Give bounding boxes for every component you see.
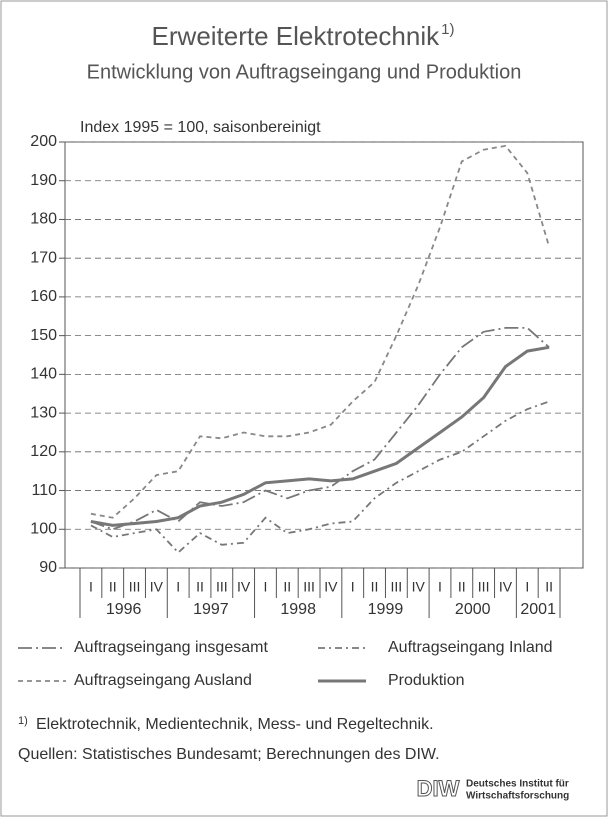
x-tick-label: II bbox=[371, 579, 379, 595]
chart-title: Erweiterte Elektrotechnik bbox=[152, 21, 441, 51]
y-tick-label: 140 bbox=[30, 366, 57, 383]
y-tick-label: 180 bbox=[30, 211, 57, 228]
legend-label: Auftragseingang Ausland bbox=[74, 672, 252, 689]
y-tick-label: 150 bbox=[30, 327, 57, 344]
x-tick-label: IV bbox=[499, 579, 513, 595]
footnote: Elektrotechnik, Medientechnik, Mess- und… bbox=[36, 716, 434, 733]
series-line bbox=[90, 400, 550, 554]
x-tick-label: I bbox=[89, 579, 93, 595]
x-tick-label: IV bbox=[150, 579, 164, 595]
x-tick-label: IV bbox=[324, 579, 338, 595]
x-tick-label: III bbox=[129, 579, 141, 595]
year-label: 1997 bbox=[193, 601, 229, 618]
plot-frame bbox=[64, 141, 584, 569]
x-tick-label: II bbox=[109, 579, 117, 595]
y-tick-label: 110 bbox=[31, 482, 57, 499]
series-line bbox=[90, 144, 550, 519]
year-label: 2001 bbox=[520, 601, 556, 618]
x-tick-label: II bbox=[545, 579, 553, 595]
y-tick-label: 160 bbox=[30, 288, 57, 305]
x-tick-label: III bbox=[391, 579, 403, 595]
year-label: 1998 bbox=[280, 601, 316, 618]
series-line bbox=[90, 327, 550, 531]
source: Quellen: Statistisches Bundesamt; Berech… bbox=[18, 746, 440, 763]
x-tick-label: I bbox=[525, 579, 529, 595]
y-tick-label: 200 bbox=[30, 133, 57, 150]
footnote-mark: 1) bbox=[18, 715, 28, 727]
x-tick-label: I bbox=[438, 579, 442, 595]
chart-subtitle: Entwicklung von Auftragseingang und Prod… bbox=[87, 61, 522, 83]
y-tick-label: 90 bbox=[39, 559, 57, 576]
x-tick-label: I bbox=[264, 579, 268, 595]
x-tick-label: III bbox=[303, 579, 315, 595]
legend-label: Auftragseingang Inland bbox=[388, 639, 553, 656]
legend-label: Auftragseingang insgesamt bbox=[74, 639, 268, 656]
y-tick-label: 190 bbox=[30, 172, 57, 189]
title-note: 1) bbox=[441, 21, 454, 38]
y-tick-label: 130 bbox=[30, 404, 57, 421]
y-tick-label: 100 bbox=[30, 520, 57, 537]
year-label: 1996 bbox=[106, 601, 142, 618]
x-tick-label: II bbox=[458, 579, 466, 595]
year-label: 2000 bbox=[455, 601, 491, 618]
logo: DIW bbox=[417, 776, 460, 801]
y-axis-label: Index 1995 = 100, saisonbereinigt bbox=[80, 119, 321, 136]
x-tick-label: II bbox=[283, 579, 291, 595]
logo-line: Deutsches Institut für bbox=[466, 779, 569, 790]
series-line bbox=[90, 345, 550, 527]
x-tick-label: IV bbox=[237, 579, 251, 595]
logo-line: Wirtschaftsforschung bbox=[466, 791, 569, 802]
x-tick-label: IV bbox=[412, 579, 426, 595]
x-tick-label: III bbox=[478, 579, 490, 595]
x-tick-label: III bbox=[216, 579, 228, 595]
legend-label: Produktion bbox=[388, 672, 465, 689]
x-tick-label: I bbox=[351, 579, 355, 595]
x-tick-label: I bbox=[176, 579, 180, 595]
x-tick-label: II bbox=[196, 579, 204, 595]
y-tick-label: 170 bbox=[30, 249, 57, 266]
y-tick-label: 120 bbox=[30, 443, 57, 460]
year-label: 1999 bbox=[368, 601, 404, 618]
